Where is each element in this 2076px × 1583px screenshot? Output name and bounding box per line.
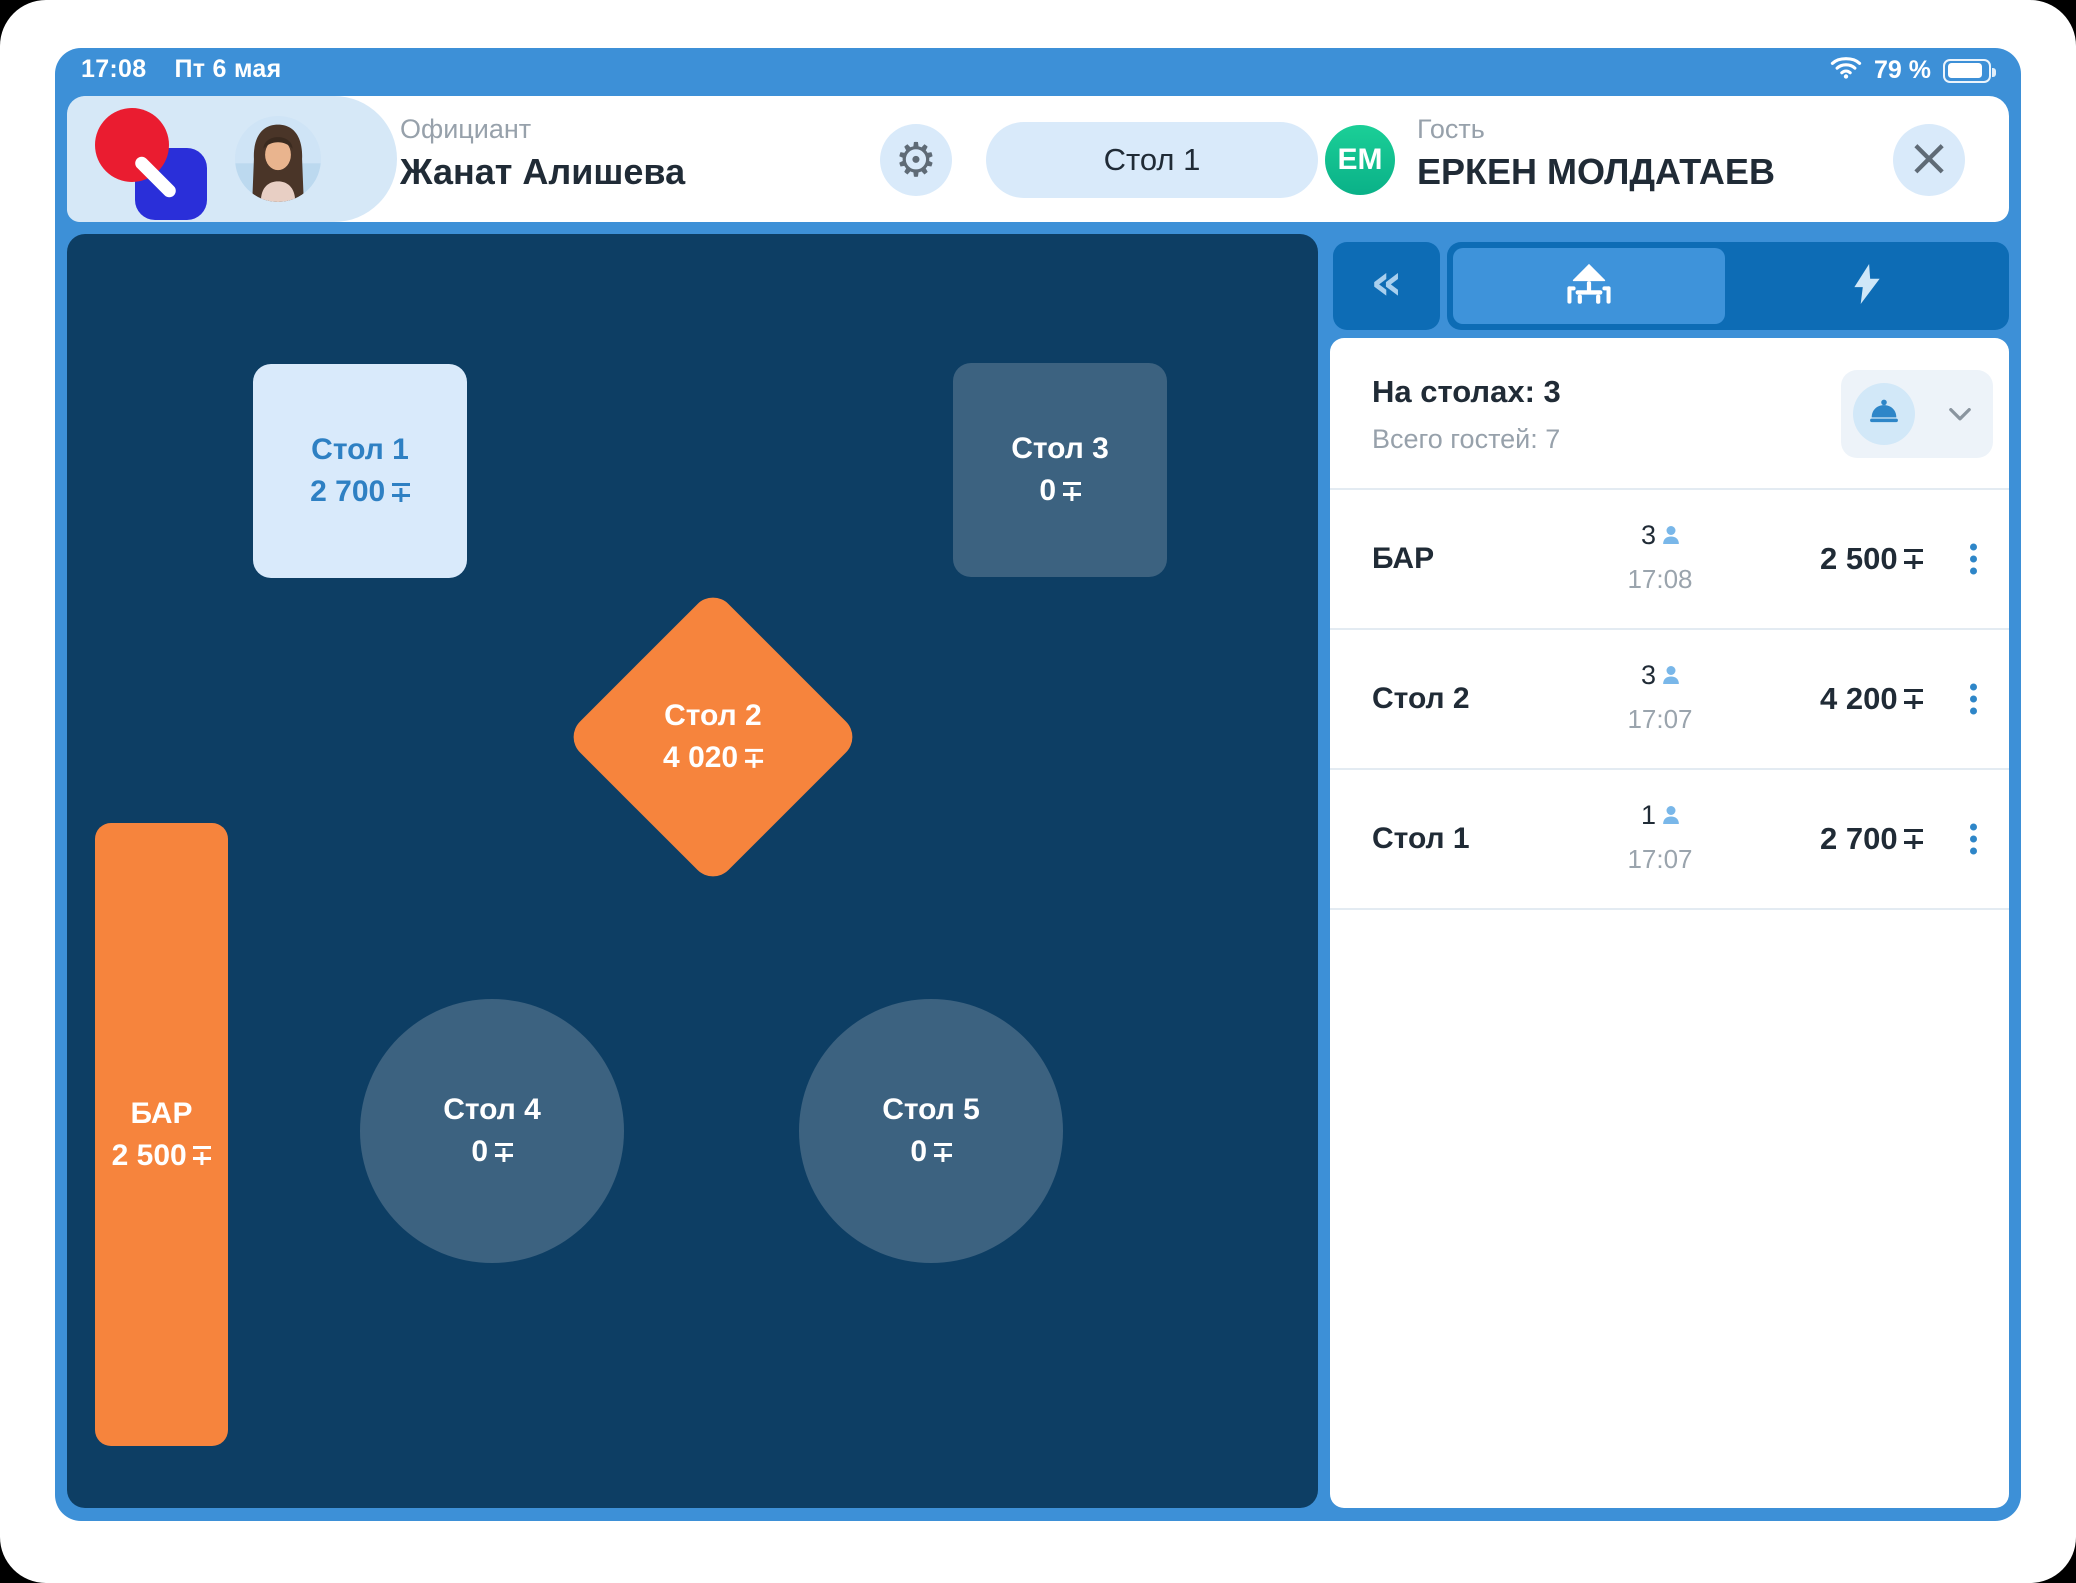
guest-info: Гость ЕРКЕН МОЛДАТАЕВ [1417,114,1775,193]
sidebar-tabbar [1447,242,2009,330]
selected-table-pill[interactable]: Стол 1 [986,122,1318,198]
floor-bar-counter[interactable]: БАР 2 500 [95,823,228,1446]
guest-avatar[interactable]: EM [1325,125,1395,195]
tenge-icon [193,1146,212,1166]
order-row-bar[interactable]: БАР 3 17:08 2 500 [1330,490,2009,630]
tab-quick-order[interactable] [1725,242,2009,330]
tenge-icon [933,1142,952,1162]
settings-button[interactable]: ⚙ [880,124,952,196]
table-amount: 0 [471,1135,489,1168]
tenge-icon [1062,481,1081,501]
chevron-down-icon [1949,408,1971,426]
table-amount: 4 020 [663,740,739,774]
floor-table-4[interactable]: Стол 4 0 [360,999,624,1263]
waiter-info: Официант Жанат Алишева [400,114,685,193]
tenge-icon [1904,549,1923,569]
waiter-name: Жанат Алишева [400,151,686,192]
table-amount: 0 [1039,474,1057,507]
pos-app-window: 17:08 Пт 6 мая 79 % [55,48,2021,1521]
table-name: Стол 5 [882,1093,980,1126]
order-row-table-1[interactable]: Стол 1 1 17:07 2 700 [1330,770,2009,910]
floor-table-2[interactable]: Стол 2 4 020 [564,588,862,886]
floor-table-5[interactable]: Стол 5 0 [799,999,1063,1263]
order-menu-button[interactable] [1964,678,1983,721]
order-guest-count: 3 [1640,660,1657,690]
order-name: Стол 2 [1372,682,1470,715]
order-amount: 2 500 [1820,541,1923,577]
tenge-icon [1904,829,1923,849]
lightning-bolt-icon [1854,263,1880,309]
app-logo [91,104,251,220]
table-name: Стол 3 [1011,432,1109,465]
table-name: Стол 2 [664,698,762,732]
sidebar-collapse-button[interactable]: « [1333,242,1440,330]
tables-count-label: На столах: 3 [1372,374,1561,409]
order-guest-count: 3 [1640,520,1657,550]
floor-table-1[interactable]: Стол 1 2 700 [253,364,467,578]
selected-table-label: Стол 1 [1103,142,1201,177]
tenge-icon [745,748,763,768]
table-name: Стол 4 [443,1093,541,1126]
guest-role-label: Гость [1417,114,1485,144]
order-time: 17:07 [1627,844,1693,874]
status-date: Пт 6 мая [174,55,282,83]
chevron-double-left-icon: « [1370,253,1403,311]
waiter-role-label: Официант [400,114,532,144]
guest-initials: EM [1337,143,1383,176]
order-name: БАР [1372,542,1435,575]
guests-count-label: Всего гостей: 7 [1372,424,1561,454]
order-name: Стол 1 [1372,822,1470,855]
person-icon [1663,800,1679,831]
order-amount: 4 200 [1820,681,1923,717]
tenge-icon [494,1142,513,1162]
header: Официант Жанат Алишева ⚙ Стол 1 EM Гость… [67,96,2009,222]
order-amount: 2 700 [1820,821,1923,857]
person-icon [1663,520,1679,551]
order-row-table-2[interactable]: Стол 2 3 17:07 4 200 [1330,630,2009,770]
floor-plan: Стол 1 2 700 Стол 3 0 Стол 2 4 020 БАР [67,234,1318,1508]
table-amount: 2 500 [111,1138,187,1172]
battery-percent: 79 % [1874,56,1931,84]
gear-icon: ⚙ [894,132,938,188]
status-time: 17:08 [81,55,147,83]
order-menu-button[interactable] [1964,538,1983,581]
table-name: Стол 1 [311,433,409,466]
table-name: БАР [130,1096,193,1130]
person-icon [1663,660,1679,691]
terrace-table-icon [1566,262,1612,311]
orders-panel: На столах: 3 Всего гостей: 7 [1330,338,2009,1508]
floor-table-3[interactable]: Стол 3 0 [953,363,1167,577]
wifi-icon [1830,55,1862,86]
tenge-icon [391,482,410,502]
tenge-icon [1904,689,1923,709]
serve-filter-button[interactable] [1841,370,1993,458]
cloche-icon-circle [1853,383,1915,445]
table-amount: 2 700 [310,475,386,508]
cloche-icon [1869,399,1899,429]
order-time: 17:08 [1627,564,1693,594]
tab-floor-tables[interactable] [1453,248,1725,324]
order-guest-count: 1 [1640,800,1657,830]
order-menu-button[interactable] [1964,818,1983,861]
order-time: 17:07 [1627,704,1693,734]
status-bar: 17:08 Пт 6 мая 79 % [55,48,2021,96]
waiter-avatar[interactable] [235,116,321,202]
table-amount: 0 [910,1135,928,1168]
guest-name: ЕРКЕН МОЛДАТАЕВ [1417,151,1775,192]
close-icon: × [1907,128,1951,188]
battery-icon [1943,58,1996,83]
orders-summary: На столах: 3 Всего гостей: 7 [1330,338,2009,490]
close-button[interactable]: × [1893,124,1965,196]
